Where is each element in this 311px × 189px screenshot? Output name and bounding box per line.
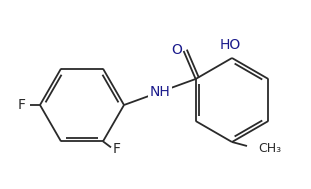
Text: HO: HO [219,38,241,52]
Text: F: F [113,142,121,156]
Text: O: O [171,43,182,57]
Text: F: F [18,98,26,112]
Text: CH₃: CH₃ [258,142,281,154]
Text: NH: NH [150,85,170,99]
